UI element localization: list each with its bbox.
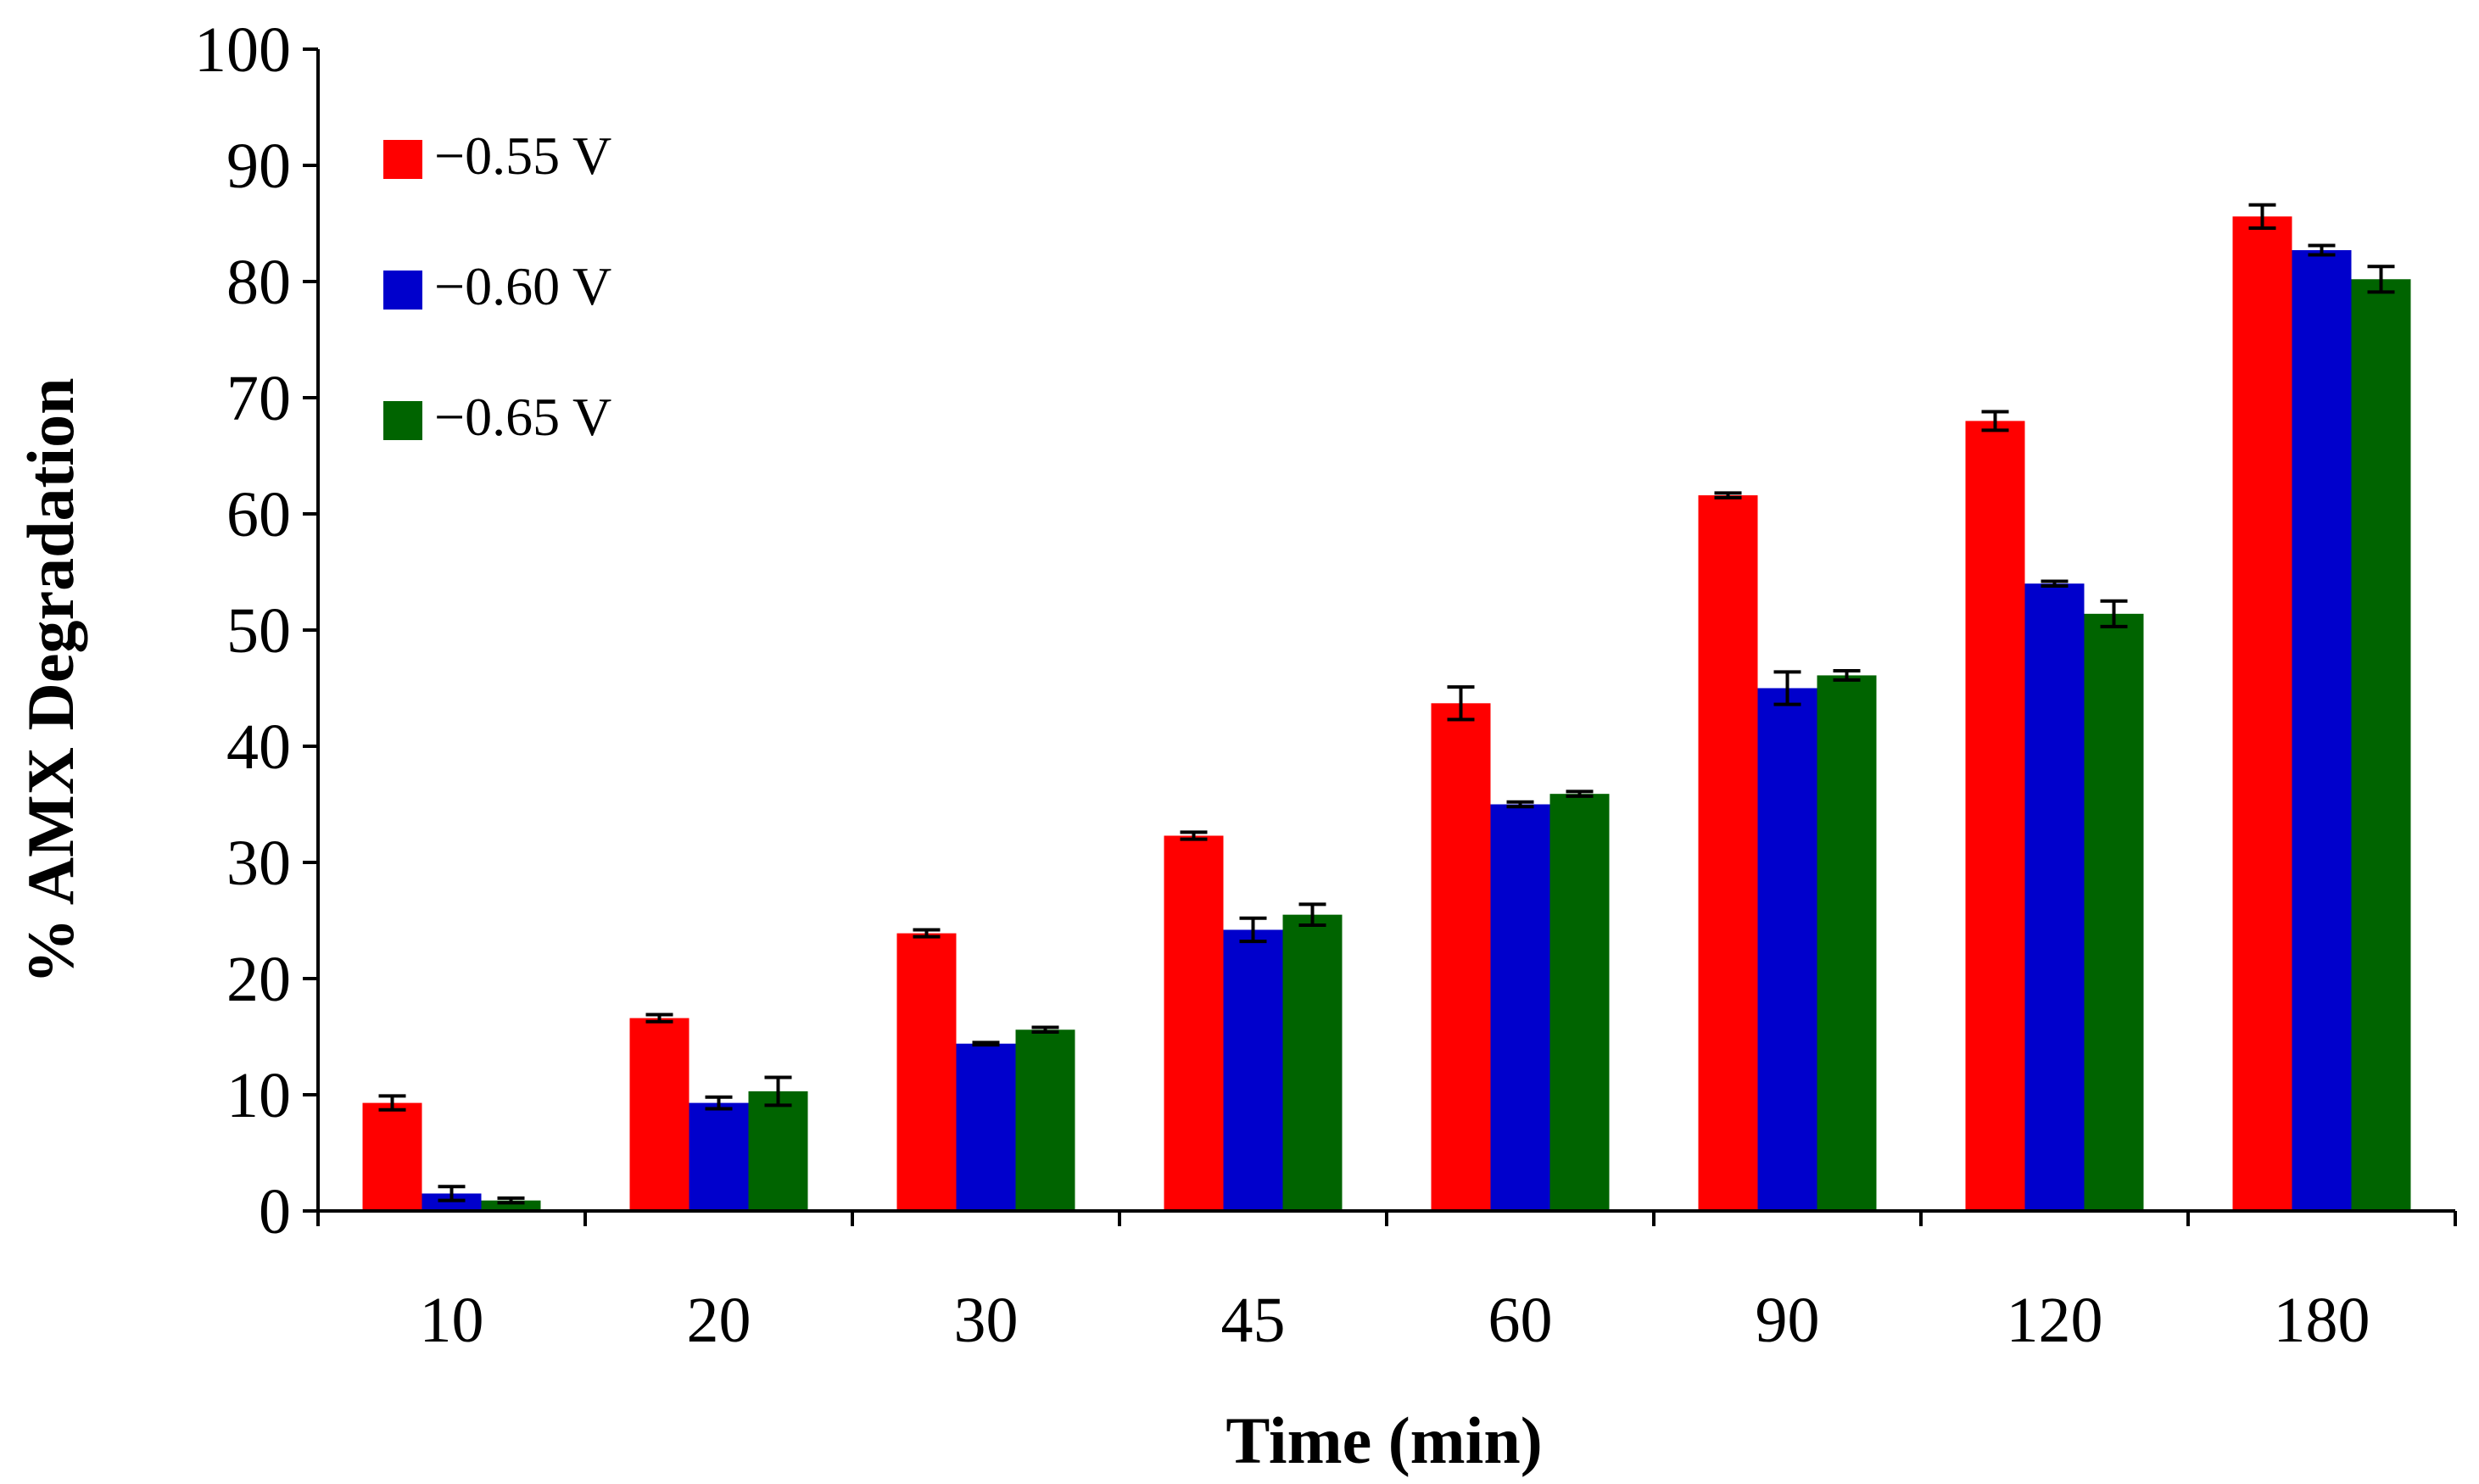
y-tick-label: 40 bbox=[226, 711, 291, 783]
bars-group bbox=[362, 216, 2411, 1211]
error-bar bbox=[913, 928, 941, 939]
bar bbox=[2292, 250, 2352, 1211]
error-bar bbox=[2100, 599, 2128, 628]
bar bbox=[481, 1200, 541, 1211]
error-bar bbox=[645, 1013, 673, 1024]
y-tick-label: 70 bbox=[226, 363, 291, 434]
x-tick-label: 60 bbox=[1488, 1285, 1553, 1356]
bar bbox=[1164, 835, 1224, 1211]
x-ticks-group: 10 20 30 45 60 90 120 180 bbox=[316, 1211, 2457, 1356]
y-tick-label: 90 bbox=[226, 131, 291, 202]
error-bar bbox=[705, 1095, 733, 1111]
error-bar bbox=[1773, 670, 1801, 706]
x-tick-label: 90 bbox=[1756, 1285, 1820, 1356]
error-bars-group bbox=[378, 203, 2395, 1205]
x-axis-title: Time (min) bbox=[1226, 1403, 1542, 1477]
x-tick-label: 10 bbox=[420, 1285, 484, 1356]
bar bbox=[748, 1091, 808, 1211]
x-tick-label: 30 bbox=[954, 1285, 1019, 1356]
error-bar bbox=[1566, 789, 1594, 798]
y-tick-label: 50 bbox=[226, 595, 291, 667]
bar bbox=[2024, 583, 2085, 1211]
error-bar bbox=[2308, 243, 2336, 257]
x-tick-label: 20 bbox=[687, 1285, 751, 1356]
error-bar bbox=[1833, 668, 1861, 682]
legend-label: −0.55 V bbox=[434, 126, 611, 186]
y-tick-label: 20 bbox=[226, 944, 291, 1015]
y-tick-label: 100 bbox=[194, 14, 291, 86]
error-bar bbox=[1031, 1025, 1059, 1035]
error-bar bbox=[2041, 579, 2069, 588]
y-tick-label: 10 bbox=[226, 1060, 291, 1131]
x-tick-label: 180 bbox=[2274, 1285, 2370, 1356]
error-bar bbox=[2367, 265, 2395, 294]
bar bbox=[362, 1102, 422, 1211]
error-bar bbox=[972, 1040, 1000, 1047]
error-bar bbox=[1239, 916, 1267, 944]
legend: −0.55 V −0.60 V −0.65 V bbox=[383, 126, 611, 447]
error-bar bbox=[497, 1196, 525, 1205]
bar bbox=[1282, 914, 1343, 1211]
x-tick-label: 45 bbox=[1221, 1285, 1286, 1356]
bar bbox=[1817, 675, 1877, 1211]
error-bar bbox=[1447, 685, 1475, 722]
bar bbox=[1698, 495, 1758, 1211]
error-bar bbox=[378, 1094, 406, 1112]
error-bar bbox=[1298, 902, 1326, 927]
legend-swatch bbox=[383, 401, 422, 440]
y-tick-label: 0 bbox=[259, 1176, 291, 1247]
error-bar bbox=[1506, 800, 1534, 809]
bar bbox=[956, 1043, 1016, 1211]
bar bbox=[1490, 804, 1550, 1211]
y-tick-label: 60 bbox=[226, 479, 291, 550]
bar bbox=[689, 1102, 749, 1211]
bar bbox=[1757, 688, 1817, 1211]
y-tick-label: 30 bbox=[226, 828, 291, 899]
bar bbox=[629, 1018, 690, 1211]
x-tick-label: 120 bbox=[2007, 1285, 2103, 1356]
legend-swatch bbox=[383, 140, 422, 179]
error-bar bbox=[764, 1075, 792, 1107]
bar bbox=[1549, 794, 1610, 1211]
error-bar bbox=[1981, 410, 2009, 432]
bar bbox=[1223, 929, 1283, 1211]
legend-label: −0.60 V bbox=[434, 256, 611, 316]
error-bar bbox=[438, 1185, 466, 1202]
y-tick-label: 80 bbox=[226, 247, 291, 318]
error-bar bbox=[1714, 491, 1742, 499]
bar bbox=[422, 1193, 482, 1211]
legend-label: −0.65 V bbox=[434, 387, 611, 447]
y-ticks-group: 0 10 20 30 40 50 60 70 80 90 100 bbox=[194, 14, 318, 1247]
bar bbox=[896, 933, 957, 1211]
bar bbox=[1015, 1029, 1075, 1211]
error-bar bbox=[1180, 830, 1208, 841]
bar bbox=[2232, 216, 2292, 1211]
bar bbox=[2084, 613, 2144, 1211]
y-axis-title: % AMX Degradation bbox=[14, 378, 87, 985]
legend-swatch bbox=[383, 271, 422, 310]
error-bar bbox=[2248, 203, 2276, 230]
bar bbox=[2351, 279, 2411, 1211]
bar bbox=[1431, 703, 1491, 1211]
bar bbox=[1965, 421, 2025, 1211]
